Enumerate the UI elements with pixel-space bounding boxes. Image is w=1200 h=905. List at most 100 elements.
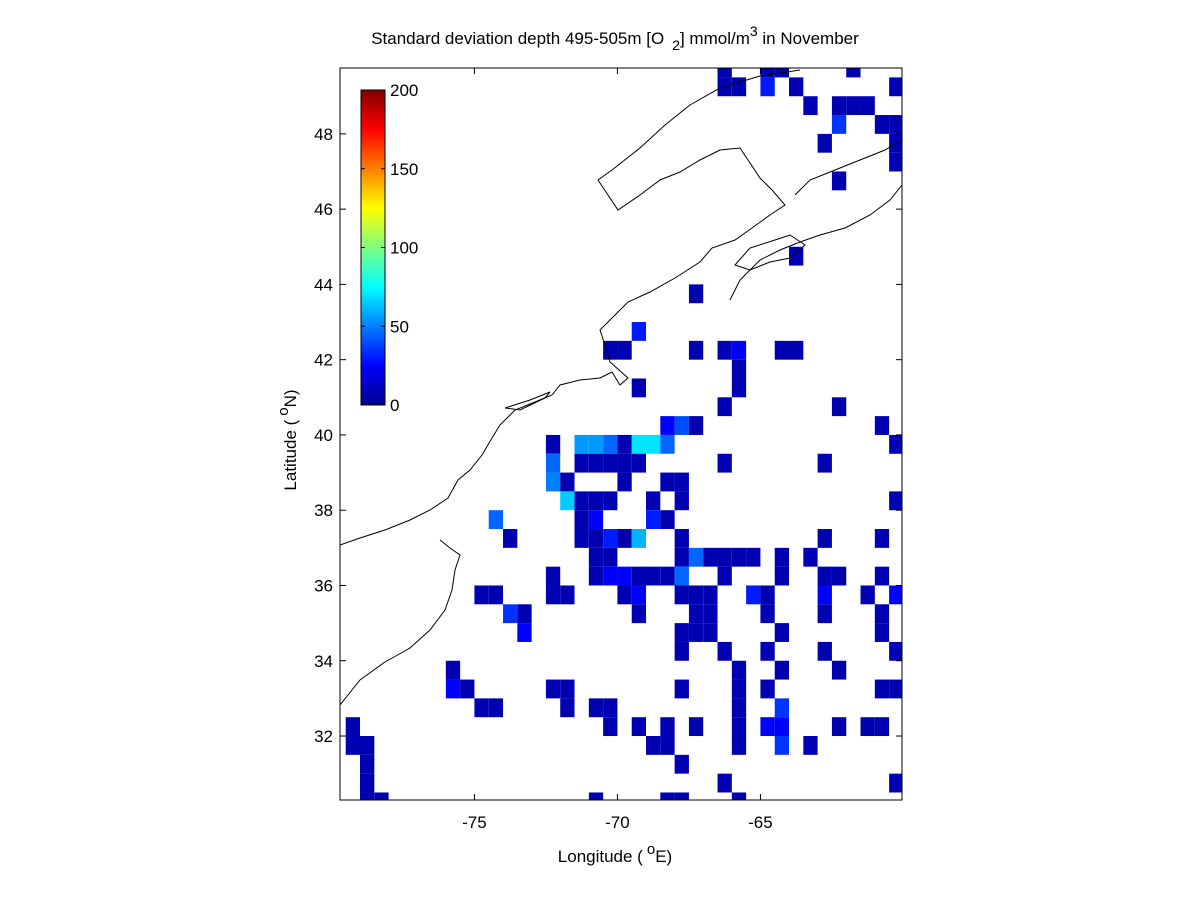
y-tick-label: 34: [314, 652, 333, 671]
cell: [603, 547, 618, 567]
cell: [688, 604, 704, 624]
cell: [889, 585, 902, 605]
x-label-text: Longitude (: [558, 847, 643, 866]
cell: [874, 717, 890, 737]
cell: [617, 340, 632, 360]
cell: [545, 679, 561, 699]
y-tick-label: 32: [314, 727, 333, 746]
cell: [731, 359, 747, 379]
cell: [703, 585, 718, 605]
cell: [703, 547, 718, 567]
cell: [803, 547, 818, 567]
y-tick-label: 40: [314, 426, 333, 445]
cell: [889, 152, 902, 172]
cell: [860, 96, 875, 116]
chart-title: Standard deviation depth 495-505m [O 2] m…: [371, 23, 859, 53]
cell: [646, 491, 661, 511]
y-label-text: Latitude (: [281, 419, 300, 490]
cell: [817, 133, 832, 153]
coastline: [340, 69, 902, 706]
cell: [860, 585, 875, 605]
cell: [874, 679, 890, 699]
cell: [703, 604, 718, 624]
cell: [717, 641, 732, 661]
colorbar-axis: 0 50 100 150 200: [361, 81, 418, 415]
cell: [774, 660, 790, 680]
cell: [631, 378, 647, 398]
colorbar-tick-label: 0: [390, 396, 399, 415]
cell: [688, 623, 704, 642]
cell: [774, 736, 790, 755]
cell: [574, 491, 589, 511]
cell: [874, 416, 890, 435]
cell: [874, 566, 890, 586]
y-tick-label: 46: [314, 200, 333, 219]
cell: [731, 698, 747, 718]
cell: [688, 585, 704, 605]
cell: [874, 529, 890, 548]
y-label-superscript: o: [275, 407, 292, 415]
cell: [588, 510, 604, 530]
cell: [731, 717, 747, 737]
cell: [603, 340, 618, 360]
cell: [889, 115, 902, 134]
cell: [674, 416, 689, 435]
cell: [631, 566, 647, 586]
cell: [831, 660, 847, 680]
cell: [588, 792, 604, 800]
cell: [674, 566, 689, 586]
cell: [846, 96, 861, 116]
cell: [660, 736, 675, 755]
cell: [374, 792, 389, 800]
cell: [817, 604, 832, 624]
cell: [488, 510, 504, 530]
cell: [831, 397, 847, 417]
cell: [688, 717, 704, 737]
cell: [731, 660, 747, 680]
cell: [545, 585, 561, 605]
cell: [774, 547, 790, 567]
cell: [603, 566, 618, 586]
cell: [631, 322, 647, 341]
cell: [345, 736, 361, 755]
cell: [703, 623, 718, 642]
cell: [674, 754, 689, 774]
cell: [789, 246, 804, 266]
cell: [774, 717, 790, 737]
x-label-superscript: o: [647, 841, 655, 858]
cell: [617, 472, 632, 492]
cell: [560, 585, 575, 605]
cell: [646, 566, 661, 586]
cell: [760, 604, 775, 624]
cell: [646, 736, 661, 755]
colorbar-tick-label: 150: [390, 160, 418, 179]
cell: [360, 754, 375, 774]
cell: [588, 566, 604, 586]
cell: [731, 77, 747, 97]
cell: [889, 434, 902, 454]
cell: [603, 453, 618, 473]
cell: [789, 340, 804, 360]
cell: [717, 566, 732, 586]
cell: [717, 773, 732, 793]
cell: [846, 68, 861, 78]
cell: [760, 679, 775, 699]
y-axis-label: Latitude (oN): [275, 389, 300, 490]
cell: [603, 698, 618, 718]
cell: [731, 340, 747, 360]
title-subscript: 2: [672, 37, 680, 53]
y-tick-label: 48: [314, 125, 333, 144]
cell: [760, 585, 775, 605]
cell: [674, 585, 689, 605]
cell: [460, 679, 475, 699]
cell: [631, 434, 647, 454]
cell: [674, 679, 689, 699]
cell: [588, 453, 604, 473]
cell: [717, 547, 732, 567]
cell: [574, 434, 589, 454]
cell: [617, 453, 632, 473]
cell: [717, 68, 732, 78]
cell: [717, 397, 732, 417]
